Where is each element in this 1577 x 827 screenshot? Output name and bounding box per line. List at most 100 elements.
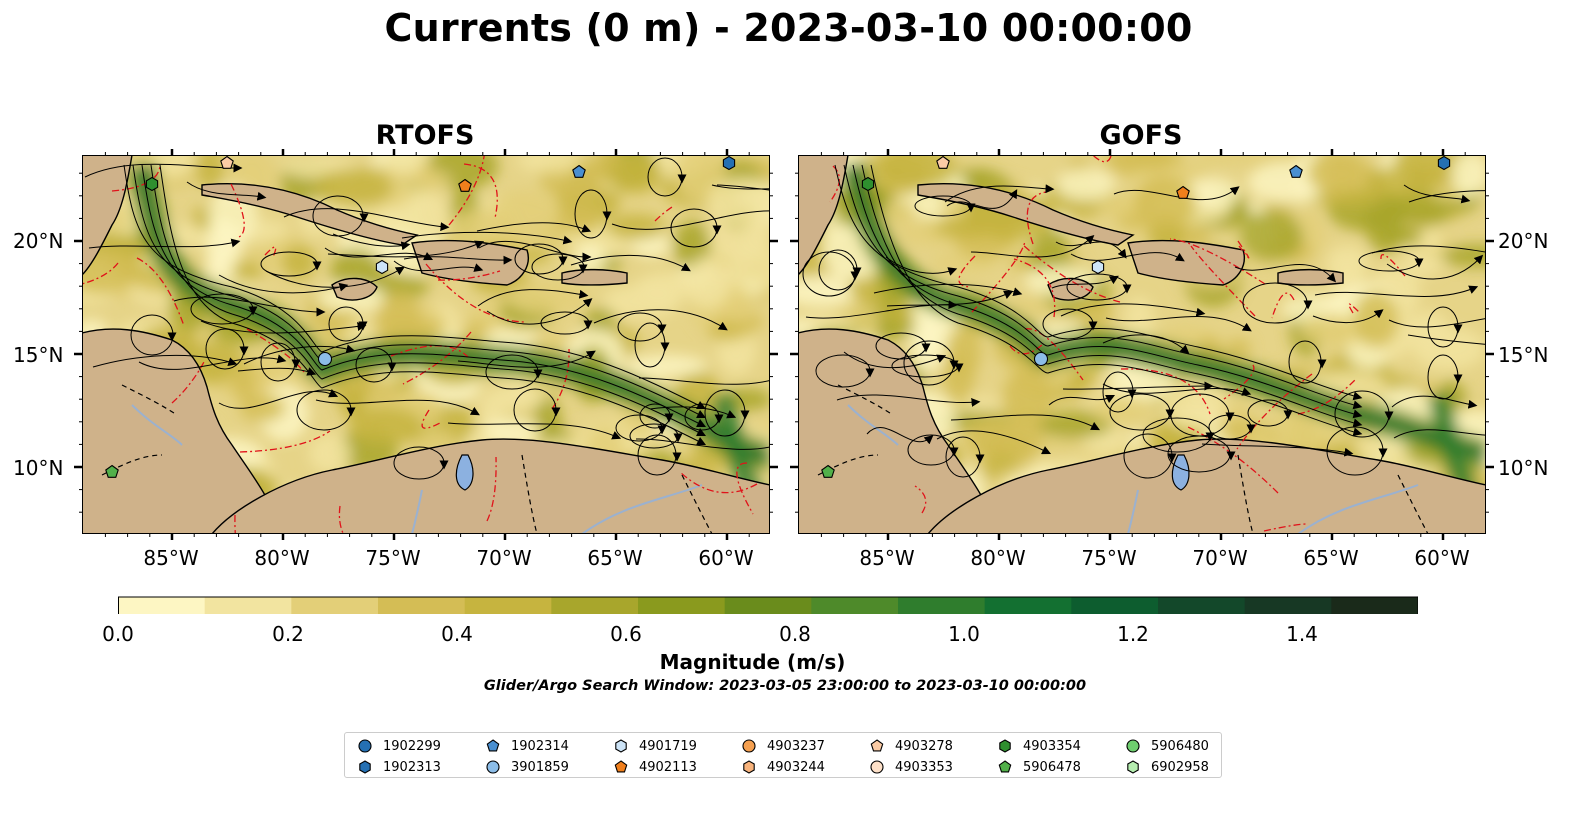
central-america-land: [82, 328, 283, 534]
streamline: [332, 233, 411, 251]
float-legend: 1902299 1902313 1902314 3901859 4901719 49021…: [344, 732, 1222, 778]
legend-marker: [486, 739, 500, 752]
country-border: [1237, 454, 1254, 534]
hexagon-marker-icon: [359, 760, 371, 774]
streamline: [649, 406, 737, 419]
eez-boundary: [421, 409, 441, 429]
legend-label: 1902313: [383, 759, 441, 775]
colorbar-bin: [1071, 597, 1159, 614]
streamline: [218, 389, 339, 409]
xtick-gofs-85w: 85°W: [859, 546, 915, 570]
jet-streamline: [150, 164, 707, 437]
legend-item: 5906478: [997, 757, 1081, 777]
streamline: [1371, 245, 1486, 254]
pentagon-marker-icon: [486, 739, 500, 752]
ytick-left-20n: 20°N: [13, 229, 64, 253]
streamline: [1070, 252, 1185, 262]
legend-marker: [358, 739, 372, 753]
eez-boundary: [1263, 523, 1308, 532]
gofs-map: [798, 155, 1486, 534]
legend-marker: [742, 739, 756, 753]
country-border: [521, 454, 538, 534]
legend-marker: [359, 760, 371, 774]
streamline: [716, 184, 770, 191]
colorbar-bin: [378, 597, 466, 614]
streamline: [1102, 383, 1252, 396]
eez-boundary: [914, 485, 927, 514]
lake-maracaibo: [1171, 454, 1190, 491]
eez-boundary: [82, 262, 119, 285]
legend-label: 4903354: [1023, 738, 1081, 754]
streamline: [1407, 334, 1486, 345]
float-position-marker: [375, 259, 389, 275]
country-border: [101, 454, 163, 476]
legend-label: 6902958: [1151, 759, 1209, 775]
legend-marker: [999, 739, 1011, 753]
xtick-rtofs-80w: 80°W: [254, 546, 310, 570]
float-position-marker: [1437, 155, 1451, 171]
xtick-gofs-60w: 60°W: [1414, 546, 1470, 570]
colorbar-bin: [724, 597, 812, 614]
float-position-marker: [1091, 259, 1105, 275]
eez-boundary: [958, 255, 976, 288]
eez-boundary: [971, 240, 1026, 313]
streamline: [92, 354, 238, 368]
hexagon-marker-icon: [999, 739, 1011, 753]
streamline: [476, 222, 592, 233]
cbar-tick-0: 0.0: [102, 622, 134, 646]
legend-label: 4901719: [639, 738, 697, 754]
colorbar-bin: [898, 597, 986, 614]
eez-boundary: [1091, 155, 1112, 163]
xtick-gofs-75w: 75°W: [1081, 546, 1137, 570]
streamline: [283, 208, 450, 232]
cbar-tick-2: 0.4: [441, 622, 473, 646]
streamline: [324, 247, 434, 261]
streamline: [1048, 394, 1116, 406]
colorbar-bin: [811, 597, 899, 614]
legend-marker: [743, 760, 755, 774]
streamline: [843, 351, 947, 369]
eez-boundary: [1190, 245, 1256, 317]
south-america-land: [927, 438, 1486, 534]
circle-marker-icon: [486, 760, 500, 774]
float-position-marker: [861, 176, 875, 192]
streamline: [218, 274, 349, 294]
streamline: [1386, 254, 1484, 280]
streamline: [486, 298, 593, 325]
south-america-land: [211, 438, 770, 534]
legend-label: 4903353: [895, 759, 953, 775]
map-canvas: [82, 155, 770, 534]
streamline: [970, 235, 1095, 258]
eez-boundary: [1024, 328, 1084, 381]
river: [411, 489, 423, 534]
streamline: [593, 309, 728, 331]
streamline: [1403, 184, 1471, 204]
streamline: [393, 260, 484, 272]
hexagon-marker-icon: [615, 739, 627, 753]
streamline: [478, 240, 592, 262]
streamline: [403, 255, 513, 265]
colorbar-bin: [118, 597, 206, 614]
streamline: [327, 240, 485, 258]
figure-title: Currents (0 m) - 2023-03-10 00:00:00: [384, 6, 1193, 50]
streamline: [1234, 264, 1337, 283]
ytick-right-20n: 20°N: [1498, 229, 1549, 253]
eez-boundary: [171, 359, 206, 404]
streamline: [1051, 275, 1119, 289]
river: [847, 404, 899, 446]
streamline: [237, 367, 317, 376]
legend-label: 5906478: [1023, 759, 1081, 775]
jet-streamline: [834, 164, 1363, 401]
streamline: [946, 189, 1018, 209]
xtick-rtofs-70w: 70°W: [476, 546, 532, 570]
colorbar-bin: [291, 597, 379, 614]
jet-streamline: [861, 164, 1363, 428]
hexagon-marker-icon: [1127, 760, 1139, 774]
yucatan-land: [82, 155, 133, 276]
streamline: [836, 394, 981, 407]
cbar-tick-5: 1.0: [948, 622, 980, 646]
panel-title-rtofs: RTOFS: [375, 120, 475, 151]
colorbar-bin: [204, 597, 292, 614]
legend-label: 1902314: [511, 738, 569, 754]
legend-item: 4903237: [741, 736, 825, 756]
